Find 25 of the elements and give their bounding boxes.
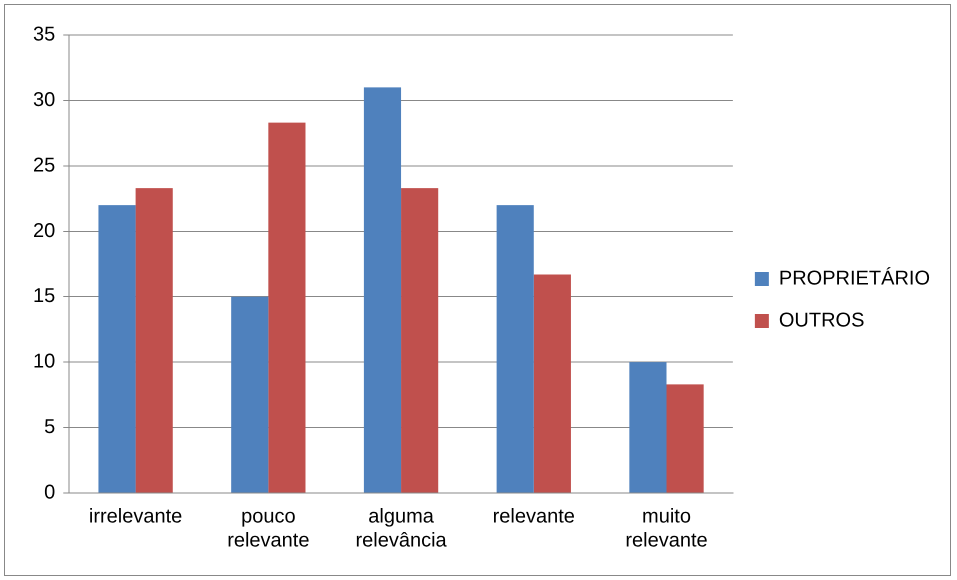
- y-tick-label: 5: [44, 416, 56, 438]
- y-tick-label: 20: [32, 220, 56, 242]
- x-tick-label: alguma relevância: [355, 506, 448, 552]
- y-tick-label: 0: [44, 482, 56, 504]
- x-tick-label: pouco relevante: [227, 506, 310, 552]
- bar: [401, 188, 438, 492]
- bar: [496, 205, 534, 492]
- bar: [268, 122, 306, 492]
- x-tick-label: irrelevante: [88, 506, 182, 528]
- y-tick-label: 10: [32, 350, 56, 373]
- bar: [231, 296, 268, 492]
- bar: [666, 384, 704, 492]
- bar: [364, 87, 402, 492]
- legend-label: OUTROS: [778, 310, 864, 332]
- bar: [534, 274, 571, 492]
- x-tick-label: relevante: [492, 506, 575, 528]
- bar: [136, 188, 173, 492]
- y-tick-label: 25: [32, 154, 56, 176]
- legend-label: PROPRIETÁRIO: [778, 266, 930, 290]
- y-tick-label: 35: [32, 24, 56, 46]
- x-tick-label: muito relevante: [625, 506, 708, 552]
- y-tick-label: 30: [32, 88, 56, 111]
- bar: [629, 362, 667, 492]
- bar: [98, 205, 136, 492]
- y-tick-label: 15: [32, 285, 56, 308]
